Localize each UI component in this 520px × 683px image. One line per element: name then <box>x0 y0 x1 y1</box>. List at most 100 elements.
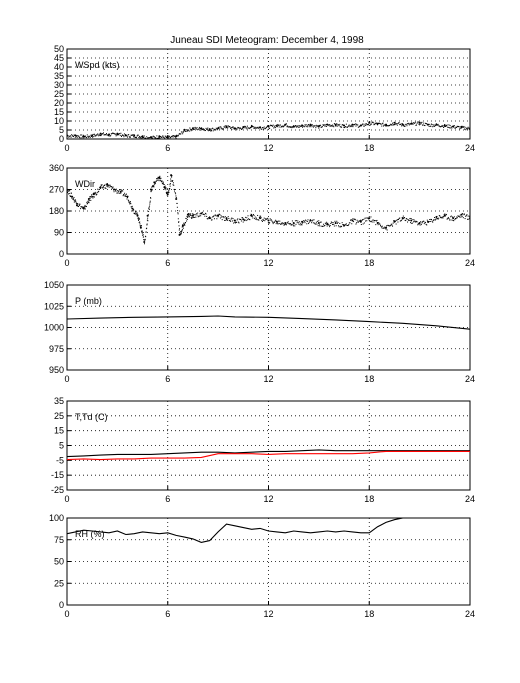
wind-direction-scatter-dot <box>329 226 331 228</box>
wind-speed-scatter-dot <box>203 129 205 131</box>
wind-direction-scatter-dot <box>266 218 268 220</box>
wind-direction-scatter-dot <box>278 220 280 222</box>
wind-speed-scatter-dot <box>236 128 238 130</box>
wind-speed-scatter-dot <box>180 133 182 135</box>
wind-direction-scatter-dot <box>190 217 192 219</box>
relative-humidity-x-tick-label: 6 <box>165 609 170 619</box>
wind-speed-scatter-dot <box>117 134 119 136</box>
wind-speed-scatter-dot <box>276 126 278 128</box>
wind-speed-scatter-dot <box>94 134 96 136</box>
wind-speed-y-tick-label: 50 <box>54 44 64 54</box>
wind-speed-y-tick-label: 45 <box>54 53 64 63</box>
wind-direction-scatter-dot <box>85 205 87 207</box>
wind-direction-scatter-dot <box>278 222 280 224</box>
wind-direction-scatter-dot <box>141 230 143 232</box>
wind-direction-scatter-dot <box>311 220 313 222</box>
wind-speed-scatter-dot <box>97 133 99 135</box>
wind-direction-scatter-dot <box>288 223 290 225</box>
wind-direction-scatter-dot <box>421 222 423 224</box>
wind-direction-scatter-dot <box>223 217 225 219</box>
wind-speed-scatter-dot <box>189 127 191 129</box>
wind-direction-scatter-dot <box>160 180 162 182</box>
wind-direction-scatter-dot <box>320 221 322 223</box>
wind-speed-scatter-dot <box>173 135 175 137</box>
wind-speed-scatter-dot <box>89 136 91 138</box>
wind-speed-scatter-dot <box>425 122 427 124</box>
wind-speed-scatter-dot <box>262 127 264 129</box>
wind-speed-scatter-dot <box>288 126 290 128</box>
wind-direction-scatter-dot <box>102 186 104 188</box>
wind-speed-scatter-dot <box>211 128 213 130</box>
wind-speed-scatter-dot <box>142 137 144 139</box>
wind-speed-scatter-dot <box>456 125 458 127</box>
wind-direction-scatter-dot <box>330 222 332 224</box>
wind-direction-scatter-dot <box>394 220 396 222</box>
wind-direction-x-tick-label: 12 <box>263 258 273 268</box>
wind-speed-scatter-dot <box>87 136 89 138</box>
wind-speed-x-tick-label: 12 <box>263 143 273 153</box>
wind-speed-scatter-dot <box>72 136 74 138</box>
wind-speed-scatter-dot <box>136 135 138 137</box>
wind-direction-scatter-dot <box>416 221 418 223</box>
wind-speed-scatter-dot <box>366 123 368 125</box>
wind-speed-scatter-dot <box>194 128 196 130</box>
wind-direction-scatter-dot <box>396 219 398 221</box>
wind-direction-scatter-dot <box>75 202 77 204</box>
wind-direction-scatter-dot <box>306 220 308 222</box>
wind-speed-scatter-dot <box>330 124 332 126</box>
wind-direction-scatter-dot <box>210 217 212 219</box>
wind-direction-scatter-dot <box>154 182 156 184</box>
wind-speed-scatter-dot <box>421 121 423 123</box>
wind-direction-scatter-dot <box>87 201 89 203</box>
wind-direction-scatter-dot <box>446 218 448 220</box>
wind-speed-scatter-dot <box>378 122 380 124</box>
wind-direction-scatter-dot <box>121 189 123 191</box>
wind-direction-scatter-dot <box>71 197 73 199</box>
wind-direction-scatter-dot <box>429 220 431 222</box>
wind-direction-data-point <box>284 221 287 224</box>
wind-speed-scatter-dot <box>146 136 148 138</box>
wind-direction-scatter-dot <box>111 186 113 188</box>
wind-direction-scatter-dot <box>182 225 184 227</box>
wind-direction-scatter-dot <box>293 225 295 227</box>
wind-direction-scatter-dot <box>218 213 220 215</box>
wind-speed-scatter-dot <box>402 124 404 126</box>
wind-direction-scatter-dot <box>448 217 450 219</box>
wind-speed-scatter-dot <box>408 122 410 124</box>
wind-speed-scatter-dot <box>255 126 257 128</box>
wind-direction-scatter-dot <box>139 221 141 223</box>
temperature-dewpoint-x-tick-label: 18 <box>364 494 374 504</box>
wind-speed-scatter-dot <box>161 136 163 138</box>
wind-direction-scatter-dot <box>348 224 350 226</box>
wind-direction-scatter-dot <box>422 221 424 223</box>
wind-direction-scatter-dot <box>279 223 281 225</box>
wind-speed-scatter-dot <box>376 123 378 125</box>
wind-speed-scatter-dot <box>285 123 287 125</box>
wind-speed-scatter-dot <box>345 126 347 128</box>
wind-direction-scatter-dot <box>144 243 146 245</box>
wind-direction-scatter-dot <box>260 215 262 217</box>
wind-direction-scatter-dot <box>129 203 131 205</box>
wind-speed-scatter-dot <box>452 125 454 127</box>
wind-direction-scatter-dot <box>174 192 176 194</box>
wind-direction-scatter-dot <box>232 218 234 220</box>
wind-direction-y-tick-label: 360 <box>49 163 64 173</box>
wind-speed-scatter-dot <box>168 135 170 137</box>
wind-speed-scatter-dot <box>386 125 388 127</box>
wind-direction-scatter-dot <box>440 217 442 219</box>
wind-speed-scatter-dot <box>177 134 179 136</box>
wind-speed-scatter-dot <box>197 129 199 131</box>
wind-direction-scatter-dot <box>386 229 388 231</box>
wind-speed-scatter-dot <box>291 127 293 129</box>
wind-direction-scatter-dot <box>149 201 151 203</box>
wind-direction-scatter-dot <box>97 188 99 190</box>
wind-speed-scatter-dot <box>106 134 108 136</box>
wind-direction-scatter-dot <box>100 187 102 189</box>
wind-speed-scatter-dot <box>215 127 217 129</box>
wind-direction-scatter-dot <box>358 220 360 222</box>
wind-speed-scatter-dot <box>315 127 317 129</box>
wind-direction-scatter-dot <box>142 232 144 234</box>
wind-direction-scatter-dot <box>253 214 255 216</box>
wind-direction-scatter-dot <box>130 203 132 205</box>
wind-speed-scatter-dot <box>257 126 259 128</box>
